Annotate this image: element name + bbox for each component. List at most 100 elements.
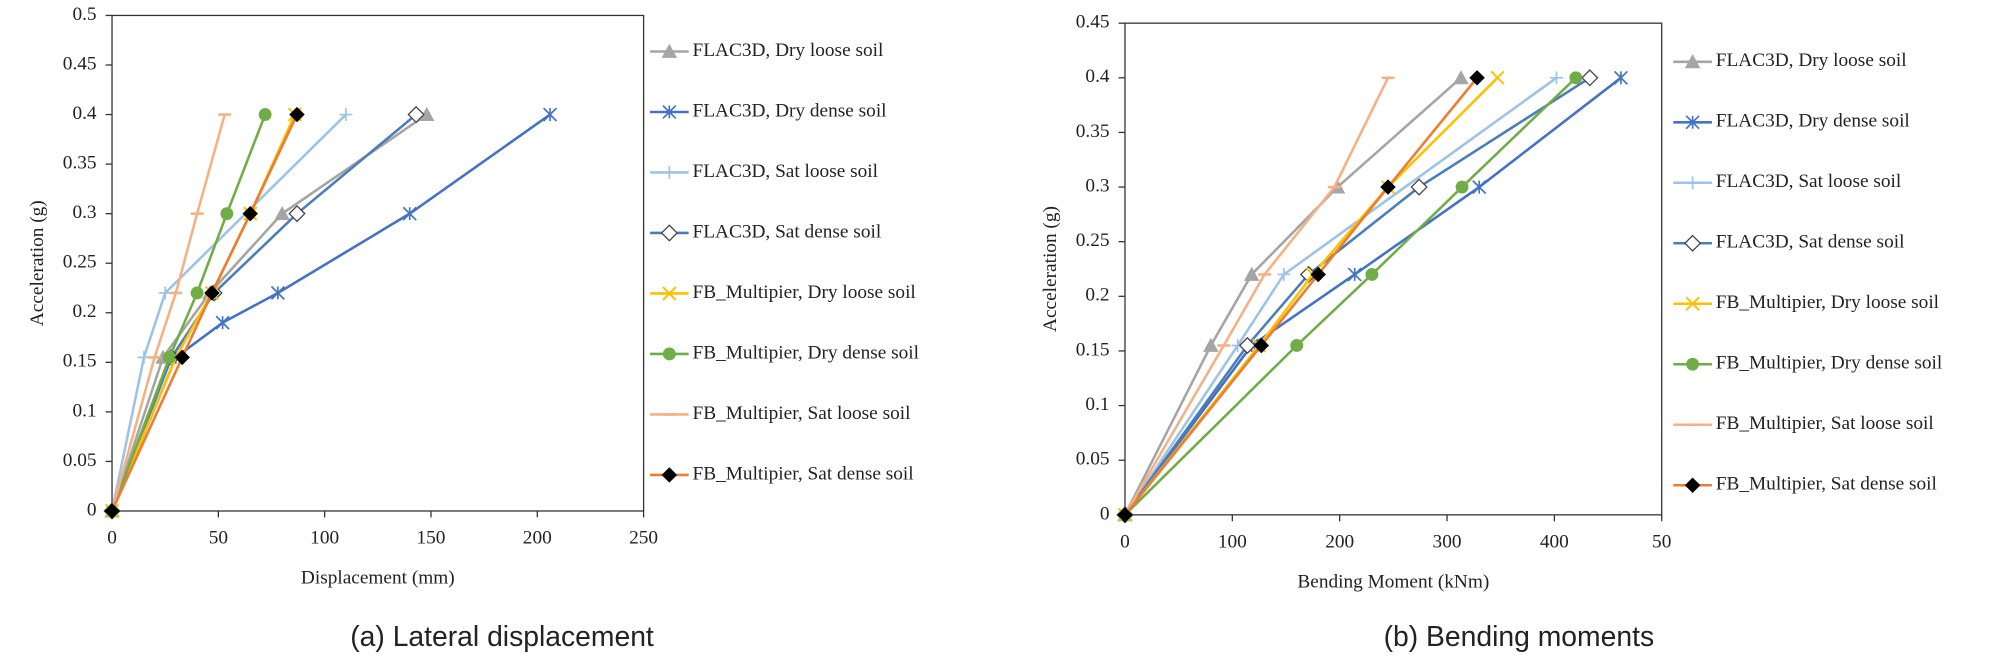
marker [1569,71,1583,85]
y-tick-label: 0.2 [1085,285,1109,306]
legend-entry: FLAC3D, Dry dense soil [1673,111,1910,132]
marker-shape [163,350,176,364]
marker-shape [1472,180,1487,195]
marker [1685,115,1700,130]
marker [1410,178,1428,196]
marker-shape [402,206,417,221]
x-tick-label: 400 [1540,532,1569,553]
x-axis-title: Displacement (mm) [301,568,455,589]
marker [1472,180,1487,195]
y-tick-label: 0.15 [1076,339,1110,360]
y-tick-label: 0.25 [1076,230,1110,251]
marker [1550,71,1563,85]
x-tick-label: 250 [629,528,658,549]
y-tick-label: 0.35 [1076,121,1110,142]
marker [339,108,353,121]
marker-shape [1490,70,1505,85]
marker-shape [1380,179,1396,195]
legend-label: FB_Multipier, Sat loose soil [693,403,911,424]
legend-entry: FLAC3D, Sat dense soil [1673,232,1904,253]
y-tick-label: 0.35 [63,153,97,174]
legend-label: FLAC3D, Sat dense soil [693,221,882,242]
marker [1243,266,1260,281]
legend-label: FB_Multipier, Dry loose soil [693,282,916,303]
series-line [1123,76,1558,516]
x-tick-label: 100 [310,528,339,549]
marker [662,286,677,301]
marker-shape [1310,266,1326,283]
marker [289,106,305,123]
y-axis-title: Acceleration (g) [27,200,48,326]
marker [270,285,285,300]
marker-shape [242,205,258,222]
x-tick-label: 200 [523,528,552,549]
y-tick-label: 0.3 [72,202,96,223]
legend-label: FB_Multipier, Dry dense soil [1716,353,1943,374]
legend-entry: FLAC3D, Dry loose soil [1673,50,1907,71]
marker-shape [339,108,353,121]
legend-entry: FB_Multipier, Sat dense soil [1673,474,1937,495]
legend-label: FB_Multipier, Sat dense soil [693,463,914,484]
marker-shape [1410,178,1428,196]
marker-shape [215,315,230,330]
marker-shape [661,43,678,58]
marker [215,315,230,330]
legend-entry: FB_Multipier, Dry loose soil [1673,292,1939,313]
marker [1453,70,1469,85]
y-tick-label: 0.25 [63,252,97,273]
marker-shape [662,347,676,361]
legend-entry: FB_Multipier, Dry loose soil [650,282,916,303]
marker [662,104,677,120]
marker-shape [543,107,558,122]
marker [1686,176,1700,190]
marker-shape [1117,507,1133,523]
marker-shape [190,286,204,300]
marker-shape [1550,71,1563,85]
legend-entry: FB_Multipier, Dry dense soil [650,342,919,363]
y-tick-label: 0.45 [1076,12,1110,33]
marker [661,467,678,483]
marker-shape [419,106,435,121]
legend-entry: FB_Multipier, Sat dense soil [650,463,914,484]
marker-shape [1686,357,1700,371]
marker [419,106,435,121]
y-tick-label: 0.5 [72,4,96,25]
marker [1490,70,1505,85]
legend-label: FLAC3D, Sat loose soil [693,161,878,182]
marker-shape [289,106,305,123]
y-axis-title: Acceleration (g) [1040,206,1061,332]
legend-label: FLAC3D, Sat dense soil [1716,232,1905,253]
marker [1684,477,1701,493]
marker-shape [1684,54,1701,69]
marker [242,205,258,222]
y-tick-label: 0.1 [1085,394,1109,415]
series-line [1124,76,1577,516]
marker-shape [1253,337,1270,354]
x-tick-label: 300 [1433,532,1462,553]
marker [1238,336,1256,355]
marker-shape [1613,70,1628,85]
legend-label: FLAC3D, Dry dense soil [1716,111,1910,132]
series-line [110,113,347,512]
marker [407,105,425,124]
marker [104,503,120,519]
legend-label: FB_Multipier, Dry loose soil [1716,292,1939,313]
marker-shape [660,224,678,242]
marker-shape [662,166,676,179]
marker [1365,268,1379,281]
marker-shape [1238,336,1256,355]
marker-shape [1455,180,1469,194]
x-tick-label: 50 [1652,532,1671,553]
x-tick-label: 0 [1120,532,1130,553]
legend-entry: FLAC3D, Sat loose soil [650,161,878,182]
marker-shape [174,349,190,366]
legend-entry: FB_Multipier, Sat loose soil [650,403,910,424]
marker [1684,54,1701,69]
marker [1380,179,1396,195]
y-tick-label: 0.4 [1085,66,1109,87]
marker-shape [1203,337,1219,352]
marker-shape [1686,176,1700,190]
marker-shape [407,105,425,124]
series-line [1123,76,1499,516]
